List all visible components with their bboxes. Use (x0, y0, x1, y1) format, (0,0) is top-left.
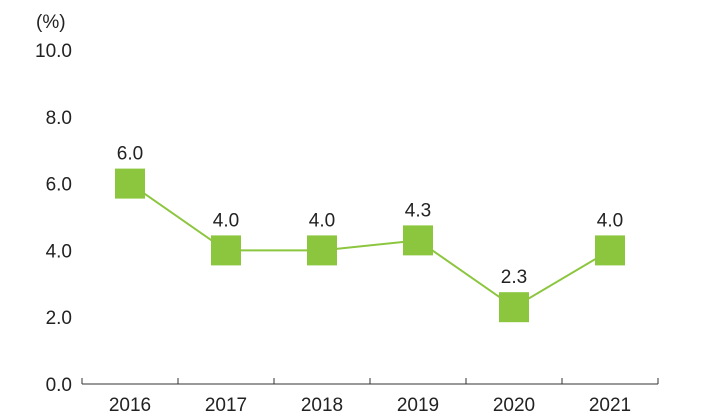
data-point-marker (499, 292, 529, 323)
data-point-marker (115, 168, 145, 199)
x-tick-label: 2020 (493, 395, 535, 416)
x-tick-label: 2017 (205, 395, 247, 416)
x-tick-label: 2018 (301, 395, 343, 416)
data-label: 4.0 (213, 210, 239, 231)
data-label: 4.3 (405, 200, 431, 221)
data-point-marker (211, 235, 241, 266)
y-tick-label: 0.0 (46, 375, 72, 396)
data-point-marker (307, 235, 337, 266)
y-tick-label: 4.0 (46, 241, 72, 262)
y-tick-label: 6.0 (46, 175, 72, 196)
y-tick-labels: 0.0 2.0 4.0 6.0 8.0 10.0 (35, 41, 72, 396)
y-tick-label: 8.0 (46, 108, 72, 129)
series-line (129, 182, 611, 309)
y-tick-label: 10.0 (35, 41, 72, 62)
y-tick-label: 2.0 (46, 308, 72, 329)
data-markers (115, 168, 625, 323)
x-tick-label: 2016 (109, 395, 151, 416)
data-label: 4.0 (597, 210, 623, 231)
x-tick-label: 2019 (397, 395, 439, 416)
data-point-marker (403, 225, 433, 256)
x-tick-label: 2021 (589, 395, 631, 416)
y-unit-label: (%) (36, 12, 66, 33)
data-labels: 6.0 4.0 4.0 4.3 2.3 4.0 (117, 144, 623, 289)
data-label: 2.3 (501, 267, 527, 288)
data-label: 6.0 (117, 144, 143, 165)
data-label: 4.0 (309, 210, 335, 231)
x-tick-labels: 2016 2017 2018 2019 2020 2021 (109, 395, 631, 416)
data-point-marker (595, 235, 625, 266)
x-axis-ticks (81, 378, 659, 384)
